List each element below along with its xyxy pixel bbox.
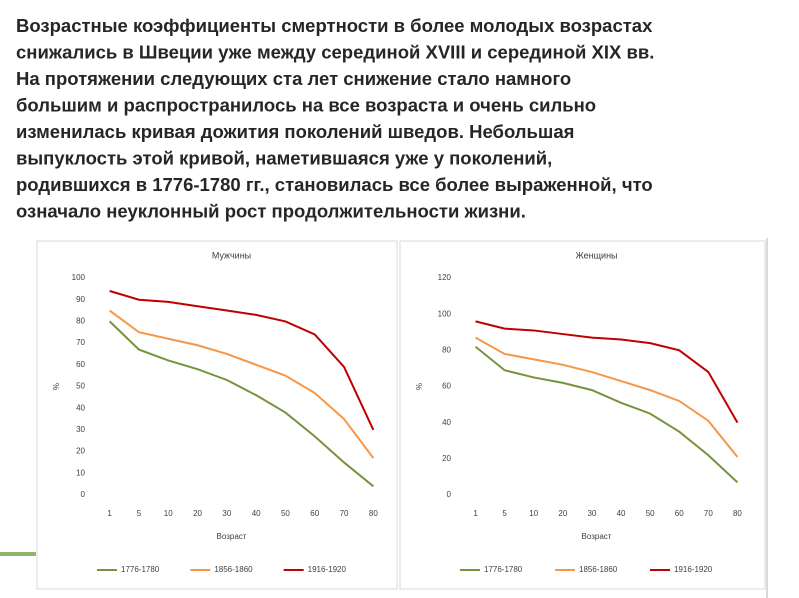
y-tick-label: 90: [76, 295, 85, 304]
x-tick-label: 10: [164, 509, 173, 518]
chart-frame: [36, 240, 398, 590]
header-line: изменилась кривая дожития поколений швед…: [16, 121, 574, 142]
y-tick-label: 80: [442, 345, 451, 354]
y-tick-label: 120: [438, 273, 452, 282]
x-tick-label: 40: [617, 509, 626, 518]
chart-title: Мужчины: [212, 250, 251, 260]
x-tick-label: 10: [529, 509, 538, 518]
y-axis-label: %: [52, 383, 61, 390]
header-line: На протяжении следующих ста лет снижение…: [16, 68, 571, 89]
x-tick-label: 70: [704, 509, 713, 518]
chart-frame: [399, 240, 766, 590]
x-axis-label: Возраст: [217, 532, 247, 541]
legend-label: 1776-1780: [121, 565, 160, 574]
y-tick-label: 60: [76, 360, 85, 369]
y-tick-label: 40: [76, 403, 85, 412]
legend-label: 1916-1920: [308, 565, 347, 574]
x-tick-label: 40: [252, 509, 261, 518]
legend-label: 1856-1860: [579, 565, 618, 574]
series-line: [475, 320, 739, 424]
y-tick-label: 20: [76, 447, 85, 456]
legend-label: 1856-1860: [214, 565, 253, 574]
header-line: означало неуклонный рост продолжительнос…: [16, 201, 526, 222]
x-tick-label: 60: [310, 509, 319, 518]
x-tick-label: 5: [137, 509, 142, 518]
header-text: Возрастные коэффициенты смертности в бол…: [16, 15, 654, 222]
y-tick-label: 100: [72, 273, 86, 282]
x-tick-label: 1: [107, 509, 112, 518]
x-tick-label: 60: [675, 509, 684, 518]
series-line: [108, 320, 374, 488]
decor-line: [766, 238, 768, 598]
decor-bar: [0, 552, 36, 556]
x-tick-label: 20: [193, 509, 202, 518]
x-tick-label: 30: [222, 509, 231, 518]
y-axis-label: %: [415, 383, 424, 390]
header-line: выпуклость этой кривой, наметившаяся уже…: [16, 148, 552, 169]
series-line: [109, 309, 375, 459]
series-line: [109, 290, 375, 431]
y-tick-label: 0: [447, 490, 452, 499]
x-tick-label: 30: [587, 509, 596, 518]
y-tick-label: 40: [442, 418, 451, 427]
legend-label: 1776-1780: [484, 565, 523, 574]
x-tick-label: 5: [502, 509, 507, 518]
header-line: снижались в Швеции уже между серединой X…: [16, 42, 654, 63]
y-tick-label: 50: [76, 382, 85, 391]
y-tick-label: 70: [76, 338, 85, 347]
chart-title: Женщины: [575, 250, 617, 260]
y-tick-label: 20: [442, 454, 451, 463]
y-tick-label: 0: [81, 490, 86, 499]
x-tick-label: 80: [369, 509, 378, 518]
x-tick-label: 50: [281, 509, 290, 518]
y-tick-label: 80: [76, 317, 85, 326]
series-line: [475, 336, 739, 458]
legend-label: 1916-1920: [674, 565, 713, 574]
y-tick-label: 30: [76, 425, 85, 434]
header-line: родившихся в 1776-1780 гг., становилась …: [16, 174, 653, 195]
x-tick-label: 70: [340, 509, 349, 518]
x-tick-label: 80: [733, 509, 742, 518]
series-line: [474, 345, 739, 484]
header-line: Возрастные коэффициенты смертности в бол…: [16, 15, 653, 36]
x-tick-label: 1: [473, 509, 478, 518]
y-tick-label: 60: [442, 382, 451, 391]
y-tick-label: 10: [76, 468, 85, 477]
y-tick-label: 100: [438, 309, 452, 318]
x-axis-label: Возраст: [582, 532, 612, 541]
header-line: большим и распространилось на все возрас…: [16, 95, 596, 116]
x-tick-label: 20: [558, 509, 567, 518]
x-tick-label: 50: [646, 509, 655, 518]
